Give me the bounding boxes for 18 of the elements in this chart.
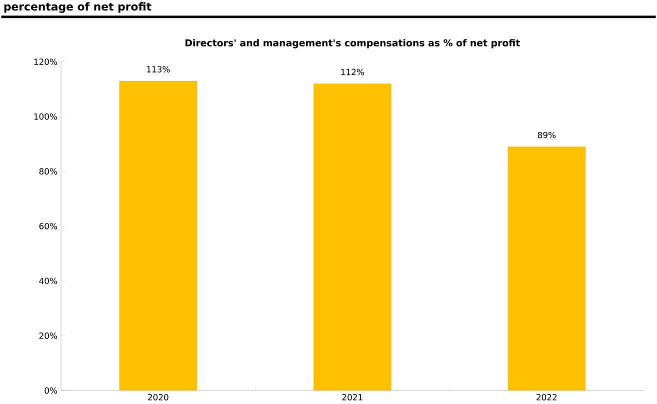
data-label: 89% (538, 132, 556, 138)
text: percentage of net profit (4, 2, 152, 13)
y-tick-label: 100% (34, 114, 58, 120)
y-tick-label: 120% (34, 58, 58, 66)
data-label: 112% (341, 68, 364, 76)
bar (508, 146, 586, 391)
y-tick-label: 60% (39, 223, 58, 230)
x-tick-label: 2021 (342, 394, 362, 401)
bar (314, 84, 392, 391)
y-tick-label: 20% (39, 332, 58, 340)
y-tick-label: 0% (44, 387, 58, 394)
chart-title: Directors' and management's compensations as % of net profit (186, 39, 520, 48)
y-tick-label: 40% (39, 278, 58, 284)
bar (119, 81, 198, 391)
x-tick-label: 2022 (536, 394, 557, 401)
x-tick-label: 2020 (148, 394, 168, 401)
data-label: 113% (147, 66, 170, 73)
y-tick-label: 80% (39, 168, 58, 175)
